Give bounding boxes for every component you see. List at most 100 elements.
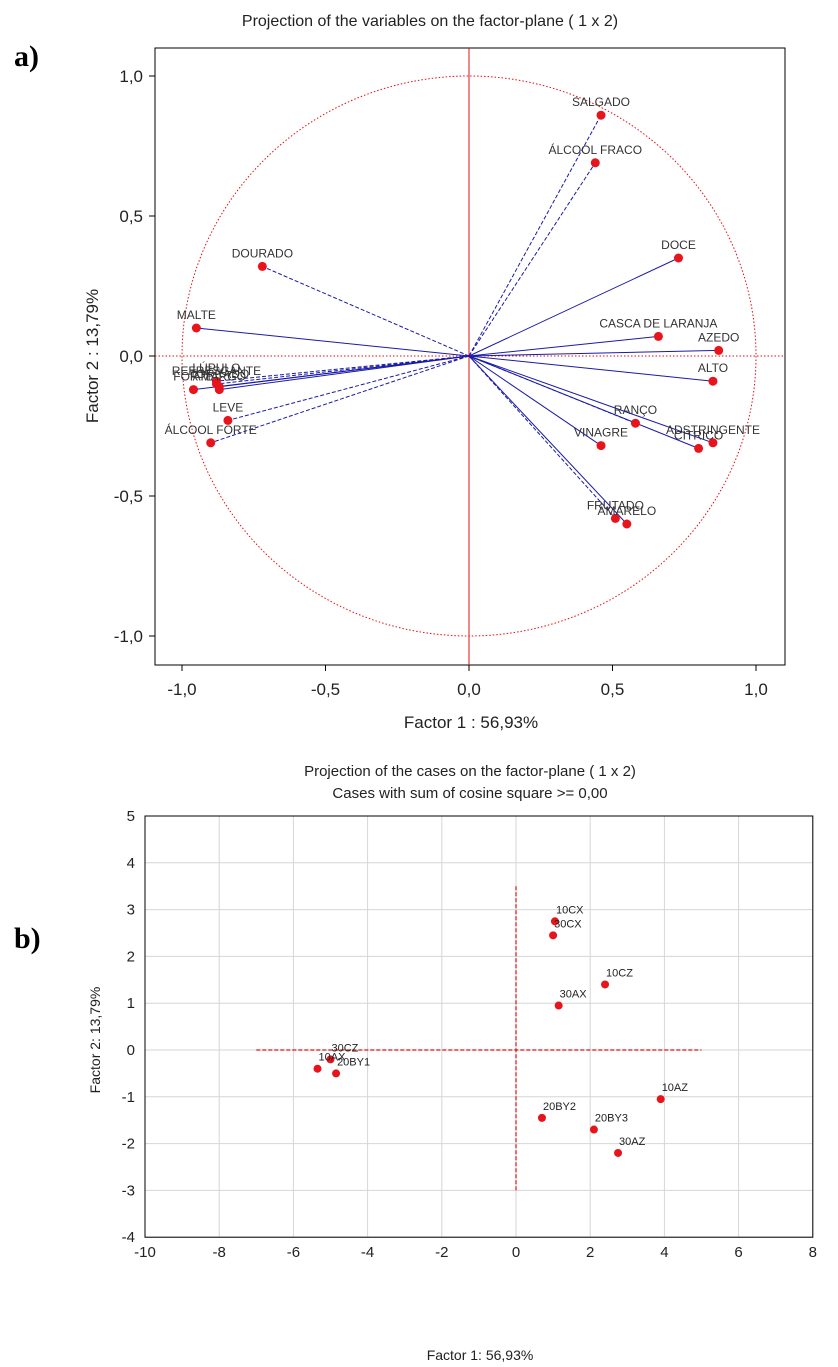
x-tick-label-b: -8 [213, 1244, 226, 1261]
x-tick-label-b: -6 [287, 1244, 300, 1261]
variable-label: MALTE [177, 308, 216, 322]
case-point [656, 1095, 665, 1104]
variable-point [191, 323, 201, 333]
y-tick-label-b: -1 [122, 1089, 135, 1106]
case-label: 20BY3 [595, 1113, 628, 1125]
case-label: 10CZ [606, 967, 633, 979]
x-tick-label-b: -10 [134, 1244, 156, 1261]
variable-point [630, 418, 640, 428]
case-label: 10AX [319, 1052, 347, 1064]
x-tick-label-b: 2 [586, 1244, 594, 1261]
case-label: 10AZ [662, 1082, 689, 1094]
x-tick-label-a: 0,5 [601, 680, 625, 699]
variable-label: AMARGO [193, 370, 246, 384]
vector-salgado [468, 114, 602, 357]
x-tick-label-b: 8 [809, 1244, 817, 1261]
x-tick-label-b: -2 [435, 1244, 448, 1261]
case-point [589, 1125, 598, 1134]
vector-azedo [468, 349, 719, 357]
y-tick-label-a: 0,0 [119, 347, 143, 366]
case-point [614, 1148, 623, 1157]
case-label: 20BY1 [337, 1056, 370, 1068]
variable-point [223, 415, 233, 425]
vector-frutado [468, 355, 616, 519]
vector-forte [193, 355, 470, 391]
variable-point [214, 385, 224, 395]
vector-vinagre [468, 355, 602, 447]
vector-casca-de-laranja [468, 335, 659, 357]
panel-label-b: b) [14, 922, 41, 955]
vector--lcool-fraco [468, 162, 596, 357]
variable-point [714, 345, 724, 355]
case-point [601, 980, 610, 989]
case-point [550, 917, 559, 926]
variable-point [610, 513, 620, 523]
case-label: 10CX [556, 904, 584, 916]
variable-label: LEVE [213, 400, 244, 414]
variable-label: FORTE [173, 370, 213, 384]
variable-label: ÁLCOOL FORTE [165, 422, 257, 437]
y-tick-label-b: -4 [122, 1229, 135, 1246]
vector--lcool-forte [210, 355, 470, 444]
variable-point [653, 331, 663, 341]
variable-label: SALGADO [572, 95, 630, 109]
case-point [537, 1113, 546, 1122]
chart-a-title: Projection of the variables on the facto… [242, 13, 618, 30]
case-point [554, 1001, 563, 1010]
variable-label: ALTO [698, 361, 728, 375]
y-tick-label-b: 2 [127, 948, 135, 965]
case-label: 30CX [554, 918, 582, 930]
y-tick-label-a: -1,0 [114, 627, 143, 646]
case-point [313, 1064, 322, 1073]
vector-alto [468, 355, 714, 382]
case-point [326, 1055, 335, 1064]
variable-label: VINAGRE [574, 426, 628, 440]
panel-label-a: a) [14, 40, 39, 73]
variable-label: LÚPULO [192, 360, 240, 375]
case-label: 30AX [560, 989, 588, 1001]
variable-label: DOCE [661, 238, 696, 252]
variable-point [622, 519, 632, 529]
vector-leve [227, 355, 470, 421]
vector-amarelo [468, 355, 628, 525]
y-tick-label-b: 0 [127, 1042, 135, 1059]
case-point [332, 1069, 341, 1078]
variable-label: TORRADO [189, 367, 249, 381]
y-tick-label-b: 3 [127, 902, 135, 919]
y-tick-label-a: -0,5 [114, 487, 143, 506]
variable-label: AMARELO [598, 504, 657, 518]
variable-point [590, 158, 600, 168]
case-label: 20BY2 [543, 1101, 576, 1113]
variable-point [708, 376, 718, 386]
variable-label: RANÇO [614, 403, 657, 417]
x-tick-label-b: -4 [361, 1244, 374, 1261]
y-tick-label-a: 0,5 [119, 207, 143, 226]
variable-point [188, 385, 198, 395]
y-tick-label-b: 4 [127, 855, 135, 872]
x-tick-label-b: 4 [660, 1244, 668, 1261]
chart-b-xlabel: Factor 1: 56,93% [427, 1347, 534, 1363]
y-tick-label-b: -3 [122, 1182, 135, 1199]
variable-label: ÁLCOOL FRACO [548, 142, 642, 157]
variable-point [708, 438, 718, 448]
case-point [549, 931, 558, 940]
variable-point [206, 438, 216, 448]
vector-c-trico [468, 355, 699, 449]
x-tick-label-a: 0,0 [457, 680, 481, 699]
variable-label: DOURADO [232, 246, 293, 260]
case-label: 30CZ [332, 1042, 359, 1054]
variable-point [674, 253, 684, 263]
variable-label: AZEDO [698, 330, 739, 344]
variable-label: REFRESCANTE [172, 364, 261, 378]
y-tick-label-a: 1,0 [119, 67, 143, 86]
variable-point [596, 441, 606, 451]
variable-point [596, 110, 606, 120]
x-tick-label-a: -0,5 [311, 680, 340, 699]
chart-a-ylabel: Factor 2 : 13,79% [83, 289, 102, 423]
chart-a-xlabel: Factor 1 : 56,93% [404, 713, 538, 732]
variable-label: CÍTRICO [674, 427, 723, 442]
chart-b-frame [144, 815, 814, 1238]
variable-point [257, 261, 267, 271]
x-tick-label-b: 6 [734, 1244, 742, 1261]
